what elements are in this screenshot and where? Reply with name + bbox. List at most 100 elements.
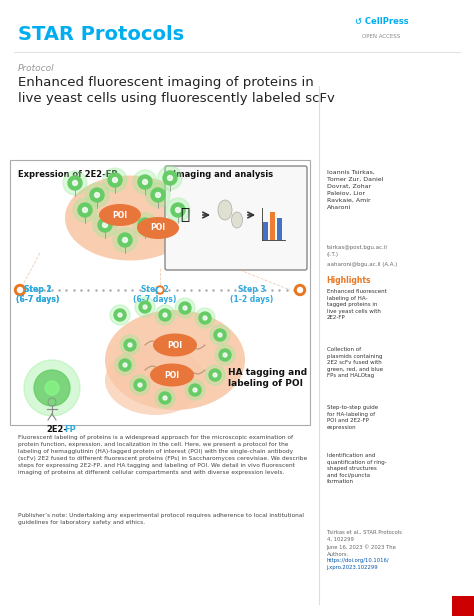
Text: Step 2
(6-7 days): Step 2 (6-7 days) <box>16 285 60 304</box>
Circle shape <box>45 381 59 395</box>
Circle shape <box>138 175 152 189</box>
Circle shape <box>158 166 182 190</box>
Bar <box>452 596 474 616</box>
Text: Tsirkas et al., STAR Protocols
4, 102299
June 16, 2023 © 2023 The
Authors.: Tsirkas et al., STAR Protocols 4, 102299… <box>327 530 401 557</box>
Circle shape <box>15 285 26 296</box>
Circle shape <box>68 176 82 190</box>
Circle shape <box>215 345 235 365</box>
Circle shape <box>115 355 135 375</box>
Circle shape <box>119 359 131 371</box>
FancyBboxPatch shape <box>10 160 310 425</box>
Circle shape <box>113 228 137 252</box>
Circle shape <box>90 188 104 202</box>
Ellipse shape <box>218 200 232 220</box>
Circle shape <box>143 179 147 185</box>
Text: Imaging and analysis: Imaging and analysis <box>173 170 273 179</box>
Circle shape <box>163 171 177 185</box>
Circle shape <box>195 308 215 328</box>
Circle shape <box>159 392 171 404</box>
Circle shape <box>219 349 231 361</box>
Circle shape <box>108 173 122 187</box>
Circle shape <box>213 373 217 377</box>
Ellipse shape <box>99 204 141 226</box>
Circle shape <box>158 288 162 292</box>
Ellipse shape <box>137 217 179 239</box>
Circle shape <box>73 180 78 185</box>
Circle shape <box>159 309 171 321</box>
Circle shape <box>110 305 130 325</box>
Circle shape <box>171 203 185 217</box>
Circle shape <box>210 325 230 345</box>
Ellipse shape <box>105 310 245 410</box>
Circle shape <box>209 369 221 381</box>
Ellipse shape <box>153 333 197 357</box>
Circle shape <box>185 380 205 400</box>
Ellipse shape <box>65 176 195 261</box>
Circle shape <box>203 316 207 320</box>
Circle shape <box>139 301 151 313</box>
Circle shape <box>155 192 161 198</box>
Text: live yeast cells using fluorescently labeled scFv: live yeast cells using fluorescently lab… <box>18 92 335 105</box>
Circle shape <box>103 168 127 192</box>
Circle shape <box>223 353 227 357</box>
Circle shape <box>167 176 173 180</box>
Circle shape <box>114 309 126 321</box>
Circle shape <box>193 388 197 392</box>
Circle shape <box>112 177 118 182</box>
Circle shape <box>155 388 175 408</box>
Circle shape <box>94 192 100 198</box>
Circle shape <box>156 286 164 294</box>
Ellipse shape <box>150 363 194 386</box>
Circle shape <box>183 306 187 310</box>
Text: Publisher’s note: Undertaking any experimental protocol requires adherence to lo: Publisher’s note: Undertaking any experi… <box>18 513 304 525</box>
Text: Fluorescent labeling of proteins is a widespread approach for the microscopic ex: Fluorescent labeling of proteins is a wi… <box>18 435 307 475</box>
Text: Identification and
quantification of ring-
shaped structures
and foci/puncta
for: Identification and quantification of rin… <box>327 453 386 484</box>
Circle shape <box>155 305 175 325</box>
Text: Step 1
(6-7 days): Step 1 (6-7 days) <box>16 285 60 304</box>
Circle shape <box>85 183 109 207</box>
Text: Step-to-step guide
for HA-labeling of
POI and 2E2-FP
expression: Step-to-step guide for HA-labeling of PO… <box>327 405 378 430</box>
Text: FP: FP <box>64 425 76 434</box>
Circle shape <box>82 208 88 213</box>
Circle shape <box>143 222 147 227</box>
Circle shape <box>143 305 147 309</box>
Circle shape <box>298 288 302 293</box>
Circle shape <box>166 198 190 222</box>
Circle shape <box>118 233 132 247</box>
Circle shape <box>199 312 211 324</box>
Circle shape <box>133 170 157 194</box>
Text: Enhanced fluorescent imaging of proteins in: Enhanced fluorescent imaging of proteins… <box>18 76 314 89</box>
Text: Protocol: Protocol <box>18 64 55 73</box>
Text: Expression of 2E2-FP: Expression of 2E2-FP <box>18 170 118 179</box>
Text: POI: POI <box>112 211 128 219</box>
Circle shape <box>175 208 181 213</box>
Text: OPEN ACCESS: OPEN ACCESS <box>362 33 400 38</box>
Circle shape <box>214 329 226 341</box>
Circle shape <box>151 188 165 202</box>
Circle shape <box>24 360 80 416</box>
Circle shape <box>175 298 195 318</box>
Circle shape <box>179 302 191 314</box>
Circle shape <box>163 396 167 400</box>
Text: Step 3
(1-2 days): Step 3 (1-2 days) <box>230 285 273 304</box>
Text: tsirkas@post.bgu.ac.il
(I.T.): tsirkas@post.bgu.ac.il (I.T.) <box>327 245 387 257</box>
Bar <box>270 212 275 240</box>
Text: aaharoni@bgu.ac.il (A.A.): aaharoni@bgu.ac.il (A.A.) <box>327 262 397 267</box>
Text: ↺ CellPress: ↺ CellPress <box>355 17 409 26</box>
Text: Highlights: Highlights <box>327 276 371 285</box>
Text: https://doi.org/10.1016/
j.xpro.2023.102299: https://doi.org/10.1016/ j.xpro.2023.102… <box>327 558 389 570</box>
FancyBboxPatch shape <box>165 166 307 270</box>
Circle shape <box>18 288 22 293</box>
Circle shape <box>93 213 117 237</box>
Circle shape <box>135 297 155 317</box>
Circle shape <box>98 218 112 232</box>
Text: 🔬: 🔬 <box>181 208 190 222</box>
Circle shape <box>102 222 108 227</box>
Text: POI: POI <box>150 224 165 232</box>
Circle shape <box>138 383 142 387</box>
Circle shape <box>189 384 201 396</box>
Circle shape <box>146 183 170 207</box>
Text: HA tagging and
labeling of POI: HA tagging and labeling of POI <box>228 368 307 387</box>
Bar <box>277 218 282 240</box>
Circle shape <box>130 375 150 395</box>
